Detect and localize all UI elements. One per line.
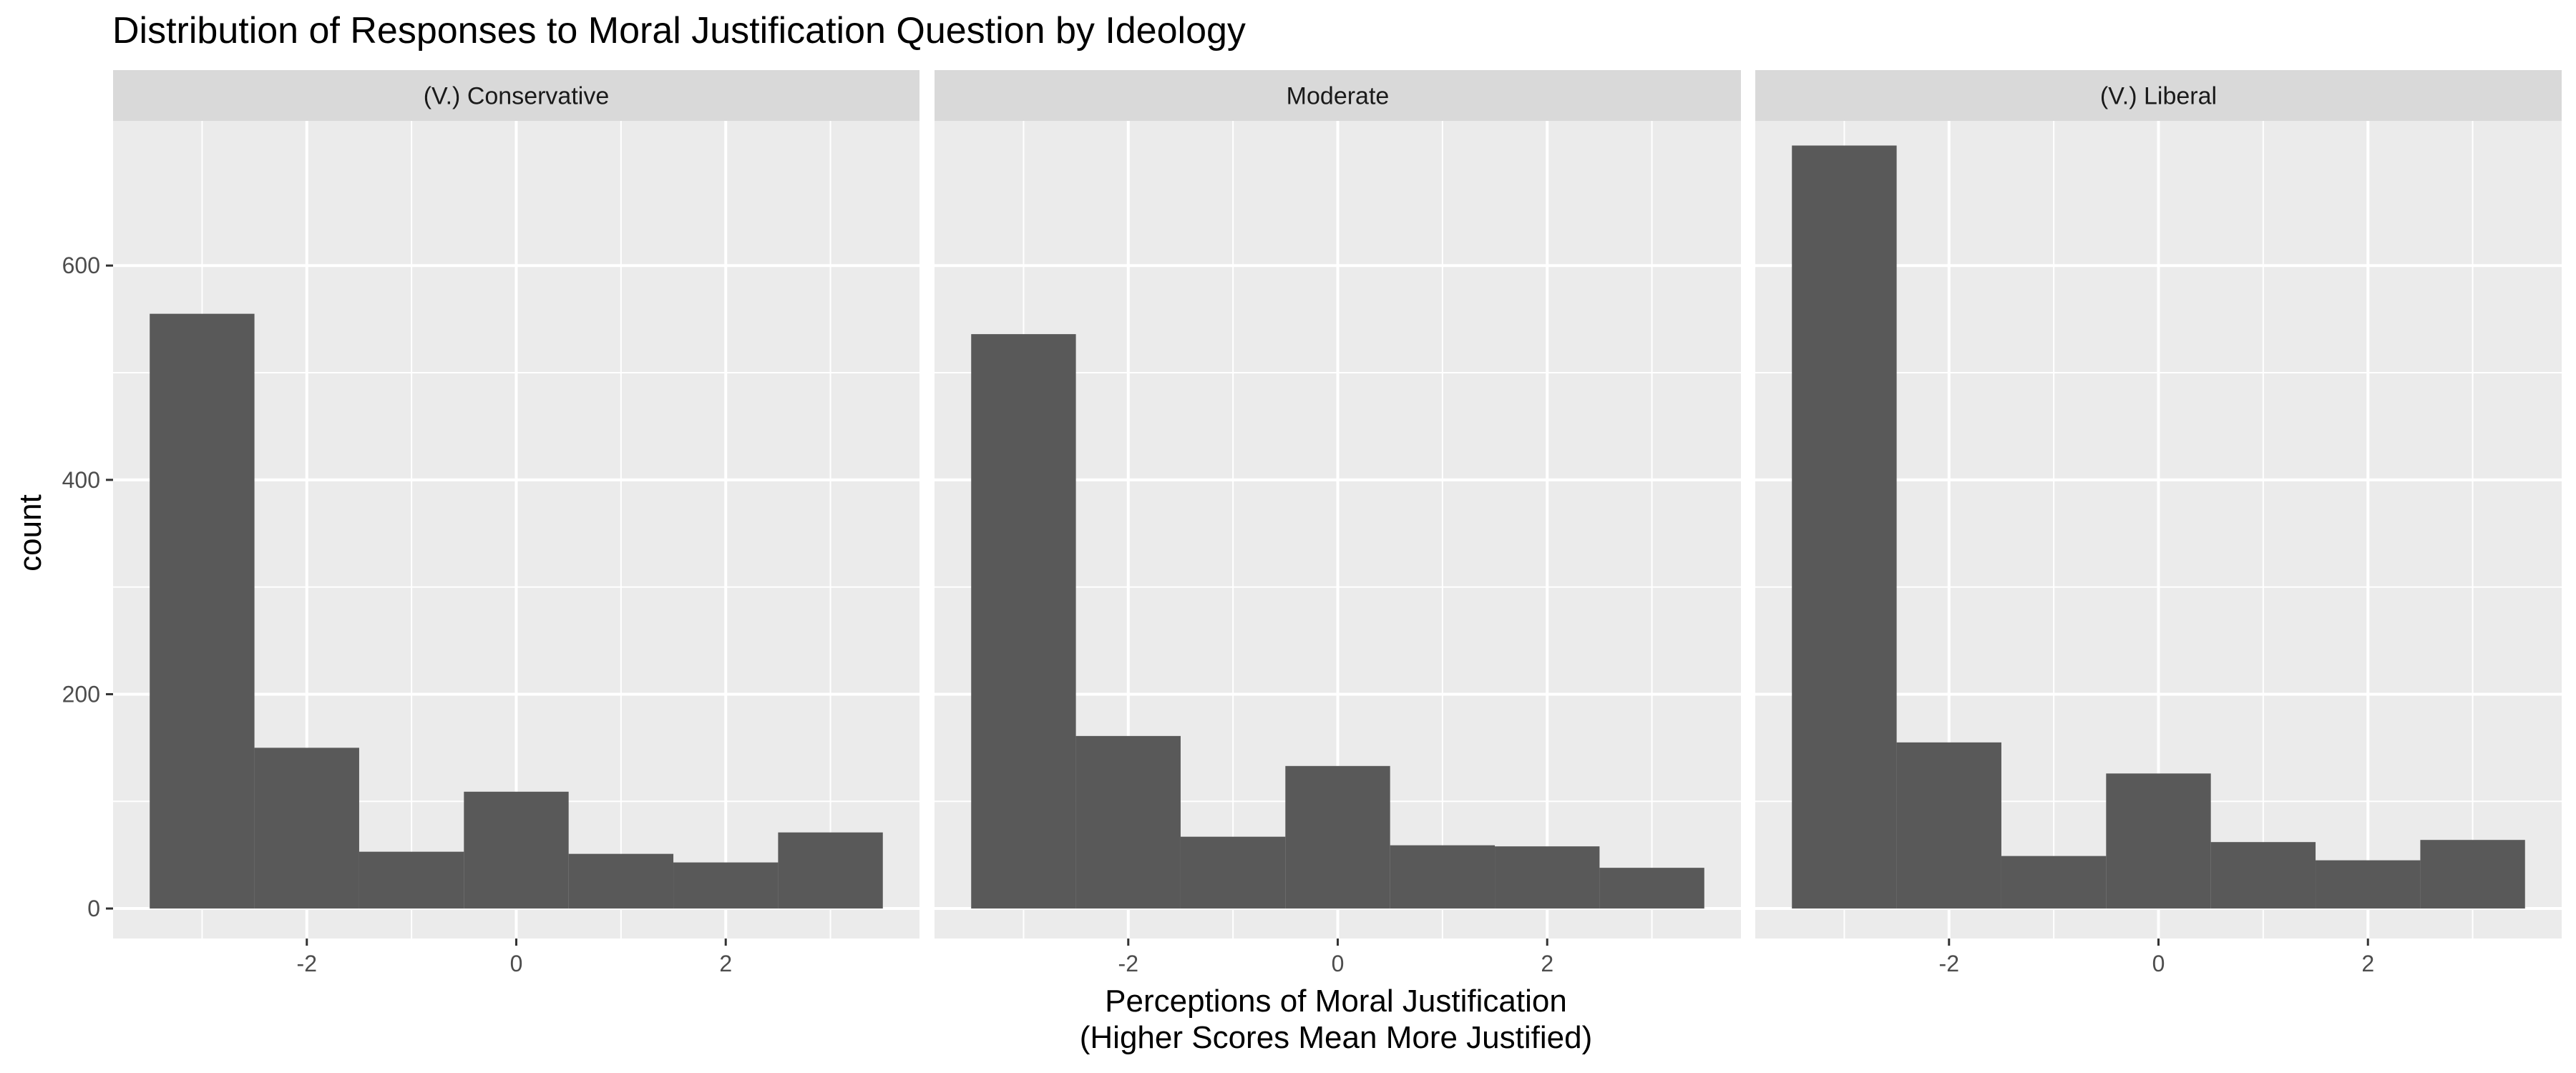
histogram-bar — [778, 832, 883, 909]
histogram-bar — [1792, 145, 1897, 909]
y-axis-title: count — [13, 494, 48, 572]
histogram-bar — [464, 791, 569, 909]
x-tick-label: 0 — [510, 951, 523, 976]
facet-strip — [1755, 70, 2562, 121]
x-tick-label: 0 — [2152, 951, 2165, 976]
histogram-bar — [2210, 842, 2316, 909]
histogram-bar — [971, 334, 1076, 909]
histogram-bar — [673, 862, 779, 909]
facet-strip — [113, 70, 919, 121]
y-axis: 0 200 400 600 — [62, 253, 113, 921]
x-axis-title-line-1: Perceptions of Moral Justification — [1105, 984, 1567, 1019]
y-tick-label: 0 — [87, 896, 100, 921]
histogram-bar — [2106, 773, 2211, 909]
histogram-bar — [1599, 868, 1704, 909]
histogram-bar — [1390, 845, 1496, 909]
x-tick-label: -2 — [297, 951, 317, 976]
histogram-bar — [358, 851, 464, 909]
x-tick-label: 0 — [1332, 951, 1345, 976]
x-tick-label: 2 — [1541, 951, 1553, 976]
y-tick-label: 600 — [62, 253, 100, 278]
x-tick-label: -2 — [1939, 951, 1959, 976]
histogram-bar — [2001, 856, 2107, 909]
facet-panel-2: (V.) Liberal -2 0 2 — [1755, 70, 2562, 976]
facet-strip-label: Moderate — [1287, 83, 1390, 110]
histogram-bar — [254, 748, 359, 909]
facet-strip-label: (V.) Conservative — [424, 83, 610, 110]
histogram-bar — [1896, 742, 2001, 909]
facet-strip — [935, 70, 1741, 121]
histogram-bar — [1285, 765, 1390, 909]
histogram-bar — [1180, 836, 1286, 909]
x-tick-label: 2 — [719, 951, 732, 976]
facet-panel-0: (V.) Conservative -2 0 2 — [113, 70, 919, 976]
x-tick-label: -2 — [1118, 951, 1138, 976]
histogram-bar — [568, 853, 674, 909]
histogram-bar — [2316, 860, 2421, 909]
x-tick-label: 2 — [2361, 951, 2374, 976]
y-tick-label: 400 — [62, 467, 100, 493]
histogram-bar — [1075, 735, 1181, 909]
histogram-bar — [1495, 846, 1600, 909]
histogram-bar — [150, 313, 255, 909]
chart-title: Distribution of Responses to Moral Justi… — [112, 10, 1246, 52]
y-tick-label: 200 — [62, 681, 100, 707]
facet-strip-label: (V.) Liberal — [2100, 83, 2217, 110]
histogram-bar — [2420, 840, 2525, 909]
facet-panel-1: Moderate -2 0 2 — [935, 70, 1741, 976]
x-axis-title-line-2: (Higher Scores Mean More Justified) — [1080, 1020, 1592, 1055]
